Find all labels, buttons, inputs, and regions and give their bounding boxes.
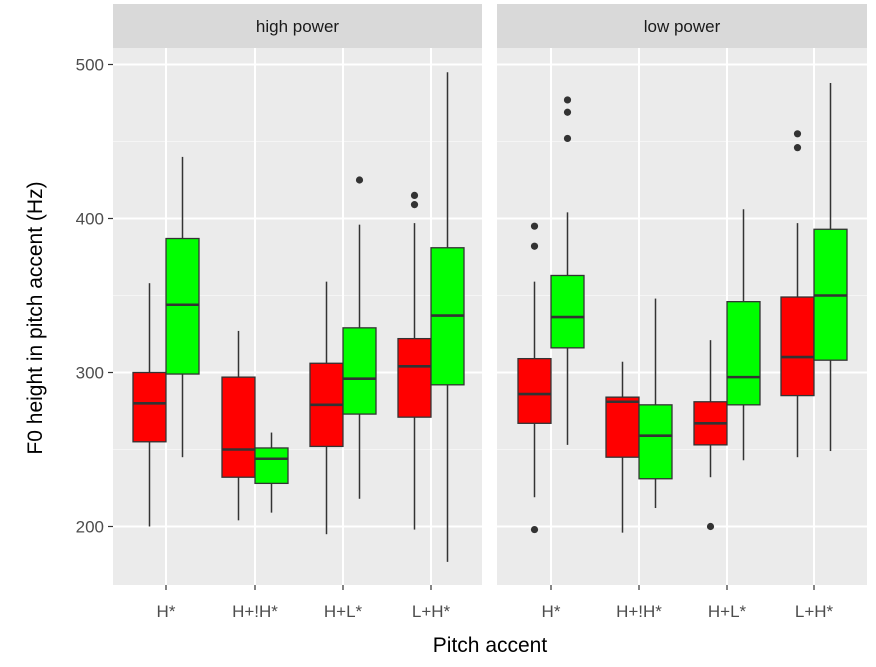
outlier-point <box>563 96 572 104</box>
box-green-H* <box>165 156 200 458</box>
x-tick-label: H* <box>542 602 561 621</box>
iqr-box <box>342 327 377 415</box>
y-axis: 200 300 400 500 <box>76 56 113 537</box>
facet-strip-label: high power <box>256 17 340 36</box>
x-tick-label: H+L* <box>708 602 747 621</box>
x-tick-label: H+!H* <box>232 602 278 621</box>
iqr-box <box>132 371 167 443</box>
y-tick-label: 200 <box>76 518 104 537</box>
box-green-H+!H* <box>254 432 289 513</box>
box-green-H* <box>550 96 585 445</box>
y-tick-label: 400 <box>76 210 104 229</box>
x-tick-label: H* <box>157 602 176 621</box>
y-tick-label: 500 <box>76 56 104 75</box>
iqr-box <box>397 337 432 418</box>
iqr-box <box>550 274 585 349</box>
box-red-L+H* <box>780 130 815 458</box>
outlier-point <box>706 522 715 531</box>
box-red-H+L* <box>693 340 728 531</box>
x-axis-title: Pitch accent <box>433 634 548 657</box>
outlier-point <box>563 108 572 116</box>
x-tick-label: H+L* <box>324 602 363 621</box>
iqr-box <box>517 357 552 424</box>
box-red-L+H* <box>397 191 432 530</box>
panels: high power low power <box>113 4 867 585</box>
box-green-H+L* <box>726 209 761 461</box>
box-red-H+L* <box>309 281 344 535</box>
outlier-point <box>355 176 364 184</box>
box-green-L+H* <box>813 82 848 452</box>
x-axis: H* H+!H* H+L* L+H* H* H+!H* H+L* L+H* <box>157 585 834 621</box>
iqr-box <box>165 237 200 375</box>
outlier-point <box>793 144 802 152</box>
iqr-box <box>221 376 256 478</box>
x-tick-label: L+H* <box>412 602 451 621</box>
outlier-point <box>793 130 802 138</box>
box-green-H+L* <box>342 176 377 499</box>
outlier-point <box>410 191 419 199</box>
iqr-box <box>780 296 815 397</box>
facet-panel-low-power: low power <box>497 4 867 585</box>
facet-panel-high-power: high power <box>113 4 482 585</box>
outlier-point <box>530 525 539 534</box>
outlier-point <box>410 201 419 209</box>
box-red-H* <box>517 222 552 534</box>
facet-strip <box>113 4 482 48</box>
outlier-point <box>530 222 539 230</box>
facet-strip <box>497 4 867 48</box>
box-red-H* <box>132 283 167 527</box>
facet-strip-label: low power <box>644 17 721 36</box>
y-tick-label: 300 <box>76 364 104 383</box>
x-tick-label: L+H* <box>795 602 834 621</box>
x-tick-label: H+!H* <box>616 602 662 621</box>
box-green-H+!H* <box>638 298 673 509</box>
box-red-H+!H* <box>221 330 256 521</box>
iqr-box <box>638 404 673 480</box>
outlier-point <box>530 242 539 250</box>
iqr-box <box>605 396 640 458</box>
iqr-box <box>726 301 761 406</box>
outlier-point <box>563 134 572 143</box>
iqr-box <box>254 447 289 485</box>
box-red-H+!H* <box>605 361 640 533</box>
box-green-L+H* <box>430 72 465 562</box>
y-axis-title: F0 height in pitch accent (Hz) <box>24 181 47 454</box>
